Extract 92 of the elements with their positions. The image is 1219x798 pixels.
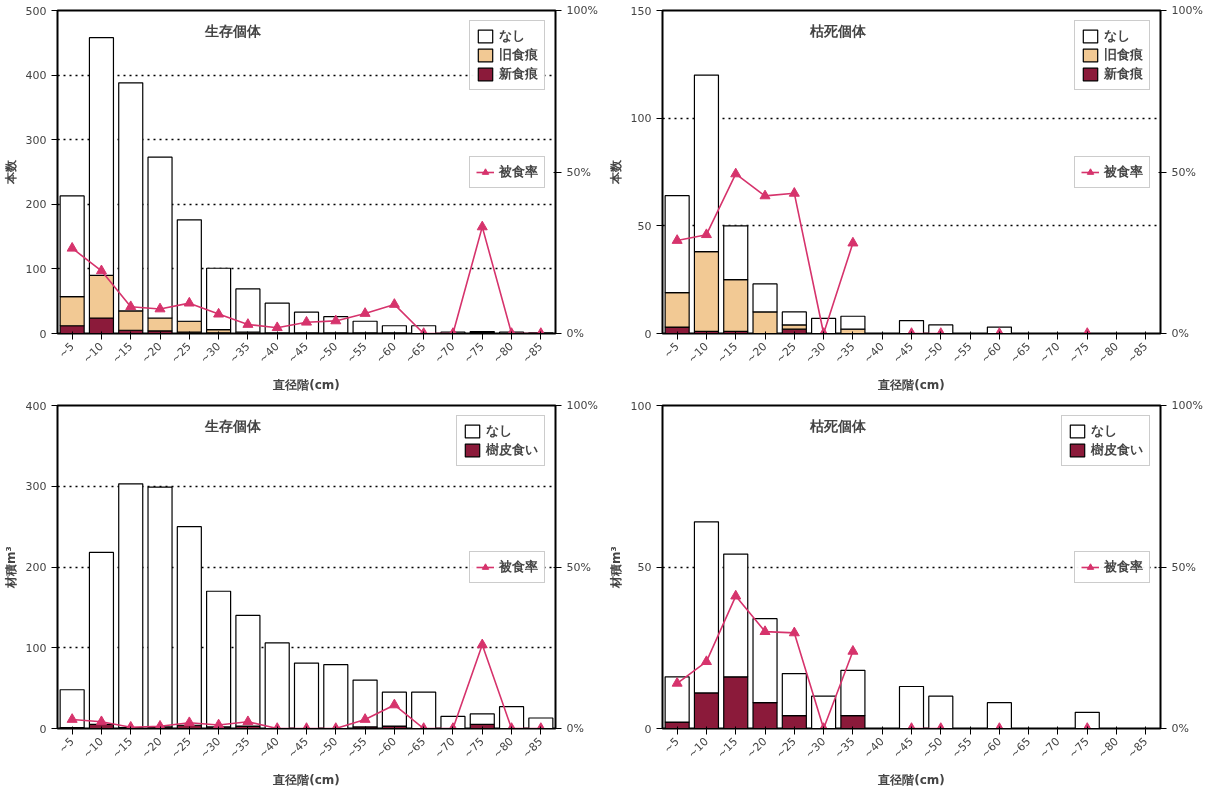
x-tick-label: ~10 [685,339,712,366]
y2-tick-label: 0% [1171,327,1189,340]
x-tick-label: ~80 [1095,734,1122,761]
text: 枯死個体 [809,22,868,39]
x-tick-label: ~5 [661,339,682,361]
y2-tick-label: 100% [566,4,598,17]
x-tick-label: ~70 [1036,339,1063,366]
y-tick-label: 100 [630,399,652,413]
x-tick-label: ~40 [861,339,887,366]
y-tick-label: 400 [25,69,47,83]
x-tick-label: ~60 [978,734,1004,761]
x-tick-label: ~60 [373,734,399,761]
x-tick-label: ~5 [661,734,682,756]
legend-label: 旧食痕 [1104,46,1143,64]
legend-label: なし [486,422,512,440]
y-tick-label: 0 [39,722,47,736]
x-tick-label: ~5 [56,734,77,756]
legend-label: 被食率 [1104,557,1143,576]
legend-label: なし [499,27,525,45]
text: 生存個体 [204,22,263,39]
y-tick-label: 400 [25,399,47,413]
x-tick-label: ~30 [802,734,829,761]
x-tick-label: ~20 [139,339,165,366]
y-tick-label: 100 [25,641,47,655]
y-tick-label: 100 [25,262,47,276]
x-tick-label: ~70 [1036,734,1063,761]
x-tick-label: ~50 [919,734,946,761]
y-tick-label: 200 [25,561,47,574]
text: 枯死個体 [809,417,868,434]
x-tick-label: ~20 [744,339,770,366]
legend-label: 被食率 [499,557,538,576]
x-tick-label: ~40 [256,339,282,366]
y-tick-label: 0 [644,327,652,341]
legend-label: 樹皮食い [486,441,538,459]
x-tick-label: ~10 [685,734,712,761]
x-tick-label: ~50 [919,339,946,366]
x-tick-label: ~30 [197,734,224,761]
x-tick-label: ~80 [490,339,517,366]
y2-tick-label: 100% [1171,4,1203,17]
y-tick-label: 0 [644,722,652,736]
y-axis-title: 本数 [3,159,18,185]
x-tick-label: ~20 [139,734,165,761]
x-tick-label: ~50 [314,339,341,366]
x-tick-label: ~70 [431,734,458,761]
y-axis-title: 材積m³ [3,546,18,589]
y2-tick-label: 0% [566,327,584,340]
x-tick-label: ~80 [490,734,517,761]
y-tick-label: 300 [25,133,47,147]
x-axis-title: 直径階(cm) [877,773,945,788]
x-tick-label: ~30 [197,339,224,366]
y-tick-label: 100 [630,112,652,126]
y2-tick-label: 50% [1171,165,1196,179]
x-tick-label: ~60 [978,339,1004,366]
y-tick-label: 150 [630,4,652,18]
x-tick-label: ~40 [861,734,887,761]
x-tick-label: ~20 [744,734,770,761]
x-tick-label: ~5 [56,339,77,361]
legend-label: 被食率 [1104,162,1143,181]
y2-tick-label: 50% [566,165,591,179]
y2-tick-label: 0% [1171,722,1189,735]
y-tick-label: 200 [25,198,47,212]
y-tick-label: 300 [25,480,47,494]
legend-label: 旧食痕 [499,46,538,64]
y-tick-label: 50 [637,219,652,233]
legend-label: なし [1104,27,1130,45]
y-tick-label: 0 [39,327,47,341]
text: 生存個体 [204,417,263,434]
legend-label: 新食痕 [1104,65,1143,83]
x-axis-title: 直径階(cm) [877,378,945,393]
y-tick-label: 50 [637,561,652,574]
x-tick-label: ~30 [802,339,829,366]
x-tick-label: ~10 [80,734,107,761]
x-tick-label: ~50 [314,734,341,761]
x-axis-title: 直径階(cm) [272,378,340,393]
x-tick-label: ~60 [373,339,399,366]
y2-tick-label: 0% [566,722,584,735]
y-axis-title: 本数 [608,159,623,185]
y2-tick-label: 50% [566,560,591,574]
legend-label: 被食率 [499,162,538,181]
legend-label: なし [1091,422,1117,440]
y-axis-title: 材積m³ [608,546,623,589]
y-tick-label: 500 [25,4,47,18]
y2-tick-label: 100% [1171,399,1203,412]
legend-label: 新食痕 [499,65,538,83]
x-tick-label: ~80 [1095,339,1122,366]
y2-tick-label: 50% [1171,560,1196,574]
x-tick-label: ~10 [80,339,107,366]
legend-label: 樹皮食い [1091,441,1143,459]
y2-tick-label: 100% [566,399,598,412]
x-tick-label: ~70 [431,339,458,366]
x-tick-label: ~40 [256,734,282,761]
x-axis-title: 直径階(cm) [272,773,340,788]
